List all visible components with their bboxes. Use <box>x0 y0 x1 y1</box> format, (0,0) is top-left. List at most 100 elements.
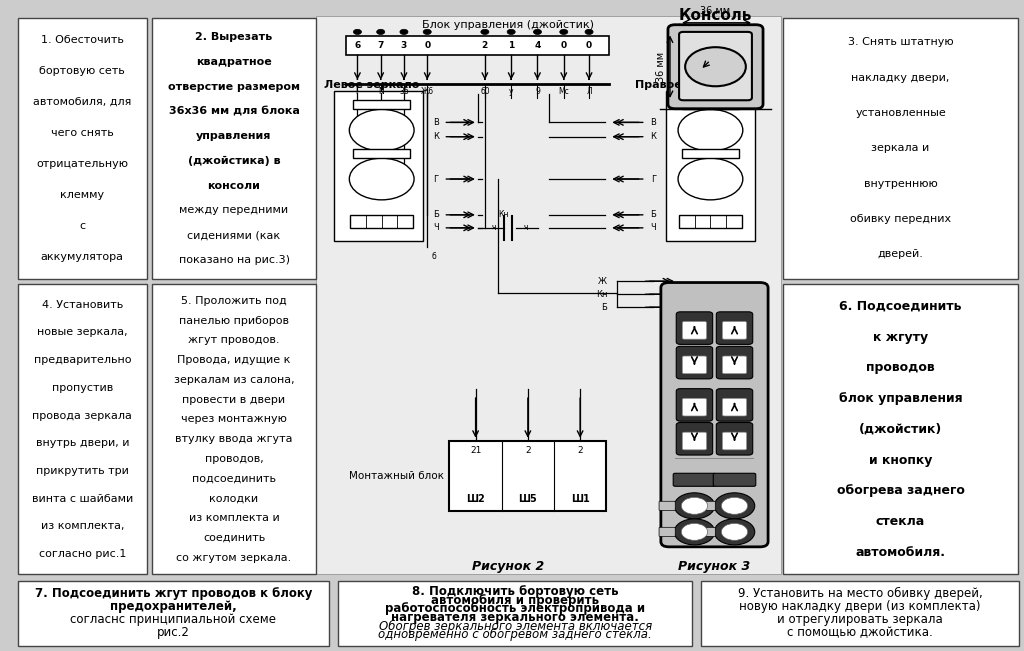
Bar <box>666 91 755 241</box>
Bar <box>153 18 316 279</box>
Text: Г: Г <box>355 87 359 96</box>
Text: Правое зеркало: Правое зеркало <box>635 79 738 90</box>
Bar <box>346 36 609 55</box>
Text: К: К <box>433 132 439 141</box>
Bar <box>17 18 147 279</box>
Text: 7: 7 <box>378 41 384 50</box>
Text: стекла: стекла <box>876 515 926 528</box>
Text: Ш5: Ш5 <box>518 494 538 505</box>
Text: 3. Снять штатную: 3. Снять штатную <box>848 37 953 48</box>
FancyBboxPatch shape <box>682 398 707 416</box>
Text: соединить: соединить <box>203 533 265 543</box>
Text: Кн: Кн <box>596 290 607 299</box>
Circle shape <box>585 29 593 35</box>
Text: с: с <box>79 221 85 230</box>
Bar <box>682 149 738 158</box>
FancyBboxPatch shape <box>717 312 753 344</box>
Text: К: К <box>650 132 655 141</box>
Text: чего снять: чего снять <box>51 128 114 138</box>
Text: управления: управления <box>197 131 271 141</box>
Text: N: N <box>378 87 384 96</box>
FancyBboxPatch shape <box>659 527 675 536</box>
Text: 6. Подсоединить: 6. Подсоединить <box>840 300 962 313</box>
Text: зеркалам из салона,: зеркалам из салона, <box>174 375 294 385</box>
Circle shape <box>423 29 431 35</box>
FancyBboxPatch shape <box>676 389 713 421</box>
Circle shape <box>349 109 414 151</box>
FancyBboxPatch shape <box>682 432 707 450</box>
FancyBboxPatch shape <box>682 322 707 339</box>
Bar <box>17 581 329 646</box>
Text: обивку передних: обивку передних <box>850 214 951 224</box>
Text: проводов,: проводов, <box>205 454 263 464</box>
Bar <box>316 16 781 574</box>
FancyBboxPatch shape <box>673 473 716 486</box>
Text: 2. Вырезать: 2. Вырезать <box>196 32 272 42</box>
Text: Ш2: Ш2 <box>466 494 485 505</box>
FancyBboxPatch shape <box>676 422 713 455</box>
Text: 8. Подключить бортовую сеть: 8. Подключить бортовую сеть <box>412 585 618 598</box>
Text: (джойстика) в: (джойстика) в <box>187 156 281 166</box>
FancyBboxPatch shape <box>717 346 753 379</box>
Text: Г: Г <box>433 174 438 184</box>
Text: втулку ввода жгута: втулку ввода жгута <box>175 434 293 444</box>
Circle shape <box>715 519 755 545</box>
Text: Б: Б <box>601 303 607 312</box>
Text: Ж6: Ж6 <box>421 87 434 96</box>
Text: жгут проводов.: жгут проводов. <box>188 335 280 346</box>
Text: автомобиля, для: автомобиля, для <box>33 97 131 107</box>
Text: 9: 9 <box>535 87 540 96</box>
Text: новые зеркала,: новые зеркала, <box>37 327 128 337</box>
Text: провода зеркала: провода зеркала <box>33 411 132 421</box>
Circle shape <box>377 29 385 35</box>
Text: 4. Установить: 4. Установить <box>42 300 123 310</box>
Text: Рисунок 2: Рисунок 2 <box>472 560 545 573</box>
FancyBboxPatch shape <box>722 432 746 450</box>
Circle shape <box>681 523 708 540</box>
Text: зеркала и: зеркала и <box>871 143 930 154</box>
Text: б: б <box>431 252 436 261</box>
Text: согласно рис.1: согласно рис.1 <box>39 549 126 559</box>
Text: 0: 0 <box>586 41 592 50</box>
FancyBboxPatch shape <box>682 356 707 374</box>
Text: 36 мм: 36 мм <box>656 51 666 82</box>
Text: аккумулятора: аккумулятора <box>41 252 124 262</box>
Circle shape <box>685 48 745 87</box>
Bar <box>682 100 738 109</box>
Bar <box>153 284 316 574</box>
Text: со жгутом зеркала.: со жгутом зеркала. <box>176 553 292 563</box>
Text: между передними: между передними <box>179 205 289 215</box>
FancyBboxPatch shape <box>717 422 753 455</box>
Text: у: у <box>509 87 513 96</box>
Text: отрицательную: отрицательную <box>36 159 128 169</box>
Bar <box>353 149 410 158</box>
Circle shape <box>715 493 755 519</box>
Text: пропустив: пропустив <box>51 383 113 393</box>
Circle shape <box>678 109 742 151</box>
Text: 3: 3 <box>400 41 408 50</box>
Text: консоли: консоли <box>208 180 260 191</box>
Text: (джойстик): (джойстик) <box>859 423 942 436</box>
Text: квадратное: квадратное <box>197 57 272 67</box>
Circle shape <box>349 158 414 200</box>
Text: блок управления: блок управления <box>839 392 963 405</box>
Text: 2: 2 <box>481 41 488 50</box>
Bar <box>783 18 1018 279</box>
FancyBboxPatch shape <box>717 389 753 421</box>
Text: внутрь двери, и: внутрь двери, и <box>36 438 129 448</box>
Text: и отрегулировать зеркала: и отрегулировать зеркала <box>777 613 943 626</box>
Text: рис.2: рис.2 <box>157 626 189 639</box>
Text: новую накладку двери (из комплекта): новую накладку двери (из комплекта) <box>739 600 981 613</box>
Circle shape <box>681 497 708 514</box>
Circle shape <box>507 29 515 35</box>
Text: сидениями (как: сидениями (как <box>187 230 281 240</box>
Text: В: В <box>650 118 655 127</box>
Text: 21: 21 <box>470 446 481 455</box>
FancyBboxPatch shape <box>722 322 746 339</box>
Text: Обогрев зеркального элемента включается: Обогрев зеркального элемента включается <box>379 620 652 633</box>
Text: к жгуту: к жгуту <box>873 331 928 344</box>
Circle shape <box>721 523 748 540</box>
FancyBboxPatch shape <box>714 473 756 486</box>
FancyBboxPatch shape <box>699 501 716 510</box>
Text: Провода, идущие к: Провода, идущие к <box>177 355 291 365</box>
